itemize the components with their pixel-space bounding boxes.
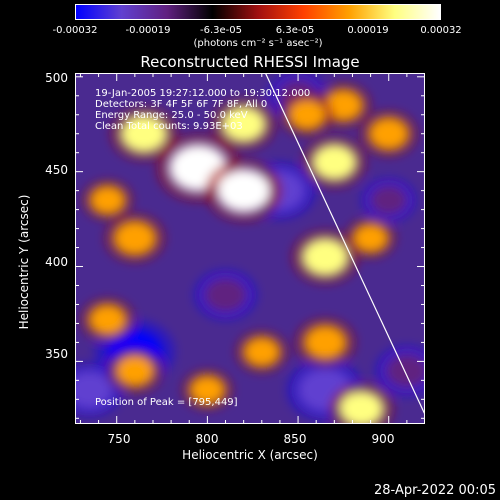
coldspot: [204, 277, 247, 312]
hotspot: [121, 115, 167, 152]
y-tick-label: 450: [45, 163, 68, 177]
annotation-peak-position: Position of Peak = [795,449]: [95, 397, 238, 408]
x-tick-label: 750: [107, 432, 131, 446]
hotspot: [222, 107, 265, 142]
annotation-detectors: Detectors: 3F 4F 5F 6F 7F 8F, All 0: [95, 99, 268, 110]
hotspot: [114, 221, 155, 255]
solar-limb-line: [264, 73, 425, 415]
colorbar-tick: -6.3e-05: [200, 25, 242, 36]
coldspot: [385, 353, 425, 388]
hotspot: [353, 224, 388, 252]
hotspot: [244, 338, 280, 366]
x-axis-label: Heliocentric X (arcsec): [182, 448, 318, 462]
x-tick-label: 900: [371, 432, 395, 446]
hotspot: [313, 145, 356, 180]
hotspot: [190, 376, 225, 404]
colorbar-tick: -0.00019: [125, 25, 171, 36]
colorbar-tick: 6.3e-05: [275, 25, 315, 36]
coldspot: [75, 371, 112, 408]
colorbar-tick: 0.00032: [420, 25, 462, 36]
hotspot: [302, 239, 348, 275]
x-tick-label: 800: [195, 432, 219, 446]
hotspot: [90, 186, 125, 214]
colorbar-tick: -0.00032: [52, 25, 98, 36]
colorbar-units: (photons cm⁻² s⁻¹ asec⁻²): [193, 38, 323, 49]
hotspot: [340, 391, 383, 424]
annotation-energy-range: Energy Range: 25.0 - 50.0 keV: [95, 110, 248, 121]
hotspot: [89, 305, 126, 334]
y-tick-label: 400: [45, 255, 68, 269]
annotation-time-range: 19-Jan-2005 19:27:12.000 to 19:30:12.000: [95, 88, 311, 99]
y-axis-label: Heliocentric Y (arcsec): [17, 194, 31, 330]
plot-frame: [75, 73, 425, 424]
x-tick-label: 850: [283, 432, 307, 446]
coldspot: [370, 185, 408, 215]
heatmap-plot: [75, 73, 425, 424]
chart-title: Reconstructed RHESSI Image: [140, 53, 360, 71]
timestamp: 28-Apr-2022 00:05: [374, 483, 496, 498]
hotspot: [324, 90, 362, 121]
hotspot: [289, 100, 325, 130]
hotspot: [217, 170, 270, 212]
hotspot: [116, 356, 154, 386]
hotspot: [369, 118, 408, 149]
hotspot: [305, 326, 346, 359]
colorbar: [75, 4, 441, 20]
colorbar-tick: 0.00019: [347, 25, 389, 36]
y-tick-label: 350: [45, 347, 68, 361]
annotation-counts: Clean Total counts: 9.93E+03: [95, 121, 243, 132]
y-tick-label: 500: [45, 71, 68, 85]
